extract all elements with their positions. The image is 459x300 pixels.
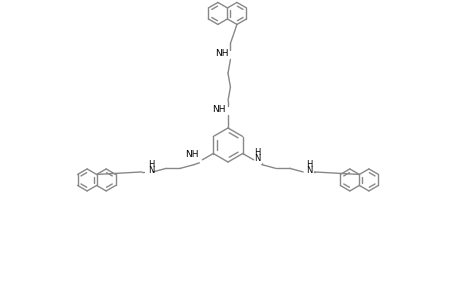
Text: NH: NH <box>214 50 228 58</box>
Text: N: N <box>147 167 154 176</box>
Text: N: N <box>254 154 260 163</box>
Text: NH: NH <box>212 105 225 114</box>
Text: H: H <box>147 160 154 169</box>
Text: H: H <box>254 148 260 157</box>
Text: H: H <box>305 160 312 169</box>
Text: N: N <box>305 167 312 176</box>
Text: NH: NH <box>185 150 199 159</box>
